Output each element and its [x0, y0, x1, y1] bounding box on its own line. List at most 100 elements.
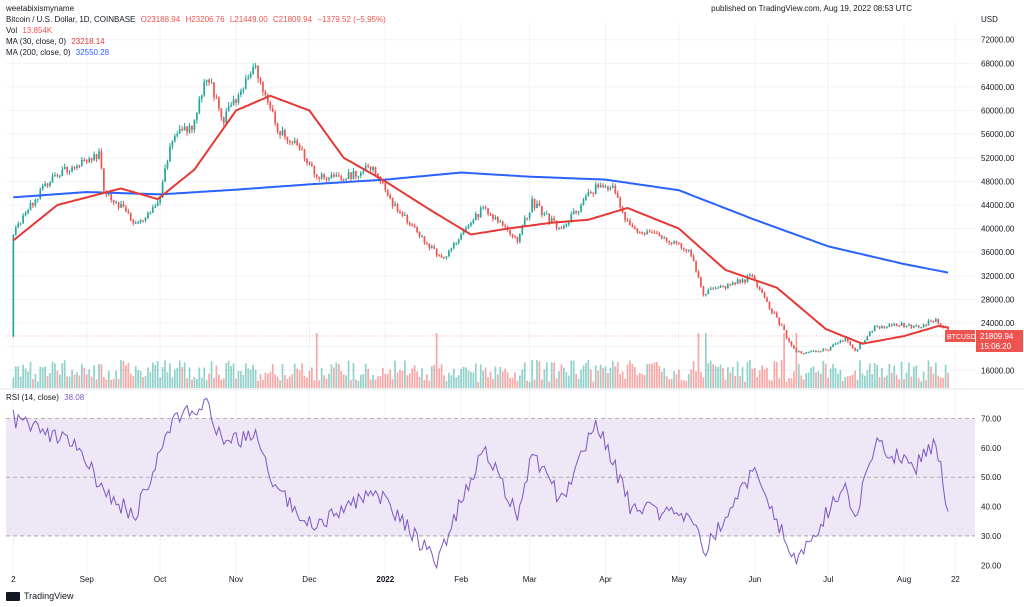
volume-bar: [154, 364, 157, 388]
volume-bar: [147, 367, 149, 388]
volume-bar: [812, 366, 815, 388]
candle-body: [183, 126, 186, 131]
volume-bar: [164, 360, 166, 388]
candle-body: [709, 288, 712, 291]
candle-body: [746, 276, 749, 283]
candle-body: [103, 168, 105, 191]
volume-bar: [484, 367, 487, 388]
candle-body: [543, 213, 546, 215]
volume-bar: [587, 360, 590, 388]
volume-bar: [846, 376, 849, 388]
candle-body: [448, 250, 450, 257]
volume-bar: [817, 371, 820, 388]
candle-body: [673, 241, 675, 244]
volume-bar: [944, 364, 947, 388]
volume-bar: [761, 365, 763, 388]
candle-body: [144, 218, 147, 221]
candle-body: [854, 348, 856, 351]
volume-bar: [328, 373, 330, 388]
ma30-line: [12, 94, 949, 345]
volume-bar: [134, 366, 137, 388]
volume-bar: [810, 367, 812, 388]
candle-body: [460, 234, 462, 240]
candle-body: [66, 167, 69, 173]
candle-body: [76, 165, 78, 168]
volume-bar: [301, 363, 303, 388]
volume-bar: [12, 377, 15, 388]
candle-body: [134, 222, 137, 224]
candle-body: [188, 125, 191, 133]
candle-body: [462, 230, 465, 235]
candle-body: [117, 202, 120, 208]
candle-body: [156, 202, 159, 207]
price-tag-symbol: BTCUSD: [947, 334, 976, 341]
candle-body: [712, 288, 715, 290]
volume-bar: [85, 374, 88, 388]
volume-bar: [656, 362, 658, 388]
volume-bar: [46, 376, 49, 388]
volume-bar: [355, 379, 357, 388]
candle-body: [663, 237, 666, 239]
candle-body: [482, 207, 485, 209]
candle-body: [252, 67, 255, 74]
volume-bar: [318, 380, 321, 388]
volume-bar: [350, 380, 352, 388]
candle-body: [925, 324, 927, 326]
volume-bar: [842, 380, 844, 388]
candle-body: [107, 193, 110, 195]
volume-bar: [369, 379, 372, 388]
volume-bar: [567, 375, 570, 388]
volume-bar: [438, 368, 440, 388]
candle-body: [528, 212, 531, 218]
candle-body: [900, 322, 903, 326]
volume-bar: [802, 379, 805, 388]
candle-body: [257, 65, 259, 79]
volume-bar: [905, 372, 908, 388]
candle-body: [303, 149, 306, 159]
candle-body: [227, 106, 230, 112]
candle-body: [318, 176, 321, 179]
volume-bar: [545, 362, 548, 388]
candle-body: [788, 337, 790, 342]
volume-bar: [389, 369, 392, 388]
price-tick-label: 44000.00: [981, 201, 1015, 210]
vol-value: 13.854K: [22, 26, 53, 35]
volume-bar: [881, 368, 883, 388]
candle-body: [235, 99, 237, 103]
volume-bar: [120, 360, 122, 388]
volume-bar: [127, 362, 130, 388]
candle-body: [467, 225, 470, 228]
candle-body: [695, 261, 697, 272]
candle-body: [308, 162, 311, 164]
volume-bar: [638, 372, 641, 388]
candle-body: [680, 243, 683, 248]
candle-body: [489, 213, 492, 215]
volume-bar: [827, 378, 830, 388]
candle-body: [350, 172, 352, 179]
candle-body: [594, 184, 597, 194]
candle-body: [288, 140, 291, 143]
volume-bar: [286, 378, 289, 388]
volume-bar: [198, 367, 201, 388]
candle-body: [413, 225, 416, 228]
candle-body: [389, 194, 392, 198]
volume-bar: [543, 369, 546, 388]
candle-body: [149, 212, 152, 214]
volume-bar: [670, 378, 673, 388]
volume-bar: [893, 365, 896, 388]
volume-bar: [707, 363, 710, 388]
volume-bar: [320, 368, 323, 388]
vol-label: Vol: [6, 26, 18, 35]
volume-bar: [384, 374, 387, 388]
volume-bar: [311, 367, 313, 388]
volume-bar: [372, 375, 374, 388]
candle-body: [218, 97, 220, 109]
volume-bar: [125, 365, 127, 388]
volume-bar: [90, 376, 93, 388]
candle-body: [516, 236, 519, 242]
volume-bar: [403, 360, 406, 388]
volume-bar: [746, 362, 749, 388]
volume-bar: [428, 380, 431, 388]
candle-body: [570, 214, 573, 223]
volume-bar: [269, 371, 272, 388]
